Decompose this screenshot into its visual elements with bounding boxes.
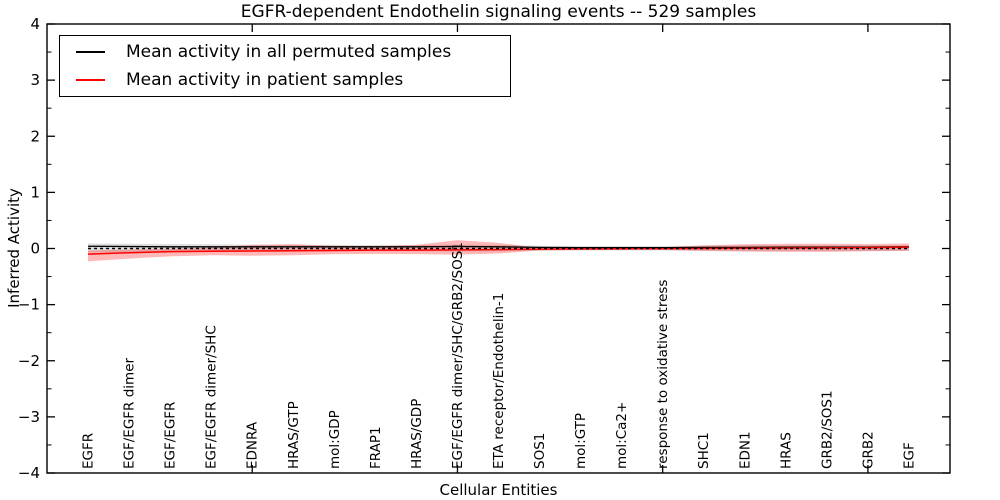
x-category-label: SOS1 xyxy=(532,433,548,469)
x-category-label: EDN1 xyxy=(737,431,753,469)
x-category-label: mol:GTP xyxy=(573,413,589,469)
y-tick-label: 0 xyxy=(30,240,40,258)
x-category-label: EGF xyxy=(901,442,917,469)
y-tick-label: −3 xyxy=(18,408,40,426)
series-line-permuted xyxy=(88,245,909,249)
x-category-label: EGF/EGFR dimer xyxy=(122,357,138,469)
x-category-label: EGFR xyxy=(81,433,97,469)
band-patient xyxy=(88,240,909,262)
x-category-label: SHC1 xyxy=(696,432,712,469)
x-category-label: HRAS/GDP xyxy=(409,399,425,469)
x-category-label: ETA receptor/Endothelin-1 xyxy=(491,293,507,469)
x-category-label: mol:GDP xyxy=(327,410,343,469)
x-category-label: response to oxidative stress xyxy=(655,280,671,469)
permuted-line-swatch xyxy=(76,51,105,53)
y-tick-label: −4 xyxy=(18,464,40,482)
x-category-label: EGF/EGFR dimer/SHC/GRB2/SOS1 xyxy=(450,242,466,469)
y-tick-label: 3 xyxy=(30,71,40,89)
y-tick-label: 2 xyxy=(30,127,40,145)
y-tick-label: 1 xyxy=(30,183,40,201)
plot-title: EGFR-dependent Endothelin signaling even… xyxy=(240,2,757,22)
x-category-label: EGF/EGFR dimer/SHC xyxy=(204,325,220,469)
legend-entry-permuted: Mean activity in all permuted samples xyxy=(60,38,510,66)
x-axis-label: Cellular Entities xyxy=(439,481,558,499)
x-category-label: HRAS xyxy=(778,432,794,469)
legend-entry-patient: Mean activity in patient samples xyxy=(60,66,510,94)
x-category-label: FRAP1 xyxy=(368,426,384,469)
legend-label-patient: Mean activity in patient samples xyxy=(126,70,404,90)
legend-label-permuted: Mean activity in all permuted samples xyxy=(126,42,452,62)
x-category-label: EDNRA xyxy=(245,421,261,469)
patient-line-swatch xyxy=(76,79,105,81)
x-category-label: HRAS/GTP xyxy=(286,401,302,469)
y-tick-label: 4 xyxy=(30,15,40,33)
x-category-label: GRB2 xyxy=(860,431,876,469)
x-category-label: mol:Ca2+ xyxy=(614,402,630,469)
y-tick-label: −1 xyxy=(18,296,40,314)
x-category-label: EGF/EGFR xyxy=(163,402,179,469)
legend: Mean activity in all permuted samples Me… xyxy=(59,35,511,97)
x-category-label: GRB2/SOS1 xyxy=(819,390,835,469)
y-tick-label: −2 xyxy=(18,352,40,370)
